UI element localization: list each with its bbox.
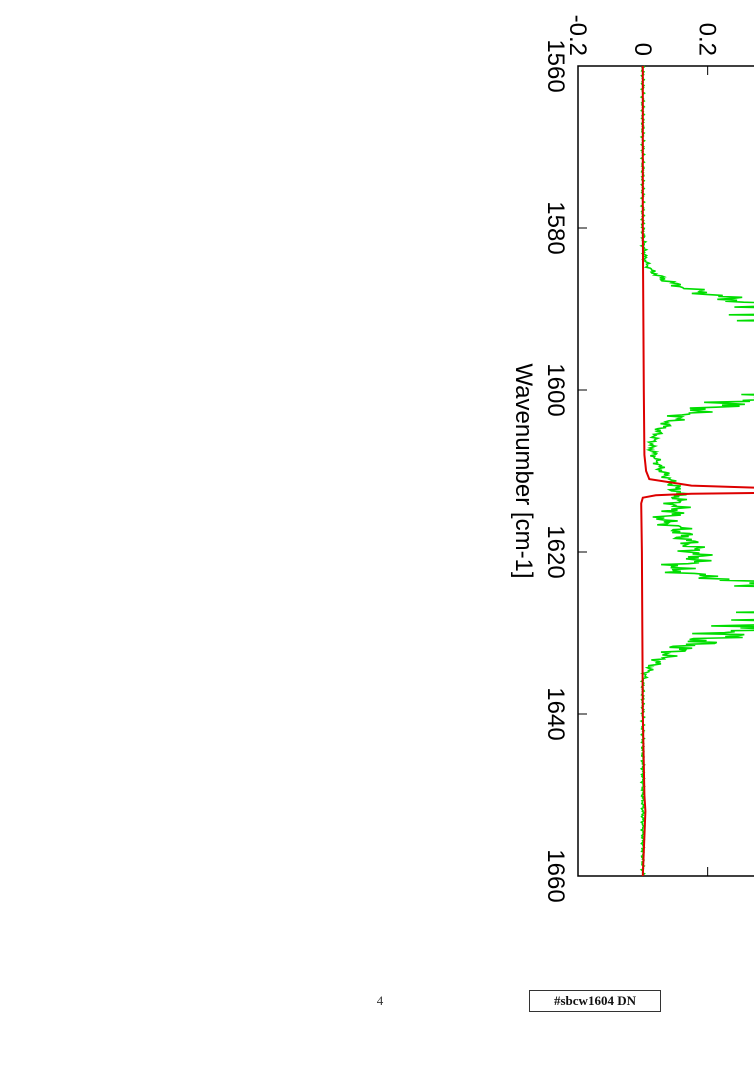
plot-frame — [577, 65, 754, 877]
series-red-line — [640, 66, 754, 877]
x-tick-label: 1600 — [542, 363, 569, 416]
x-tick-label: 1560 — [542, 39, 569, 92]
page-number: 4 — [376, 993, 384, 1008]
spectrum-chart: 156015801600162016401660-0.200.20.40.60.… — [510, 15, 754, 903]
x-axis-label: Wavenumber [cm-1] — [510, 363, 537, 578]
series-green-line — [639, 65, 754, 877]
y-tick-label: -0.2 — [564, 15, 591, 56]
y-tick-label: 0.2 — [694, 23, 721, 56]
document-id-box: #sbcw1604 DN — [529, 990, 661, 1012]
x-tick-label: 1620 — [542, 525, 569, 578]
x-tick-label: 1640 — [542, 687, 569, 740]
y-tick-label: 0 — [629, 43, 656, 56]
x-tick-label: 1580 — [542, 201, 569, 254]
rotated-plot: 156015801600162016401660-0.200.20.40.60.… — [510, 15, 754, 903]
x-tick-label: 1660 — [542, 849, 569, 902]
